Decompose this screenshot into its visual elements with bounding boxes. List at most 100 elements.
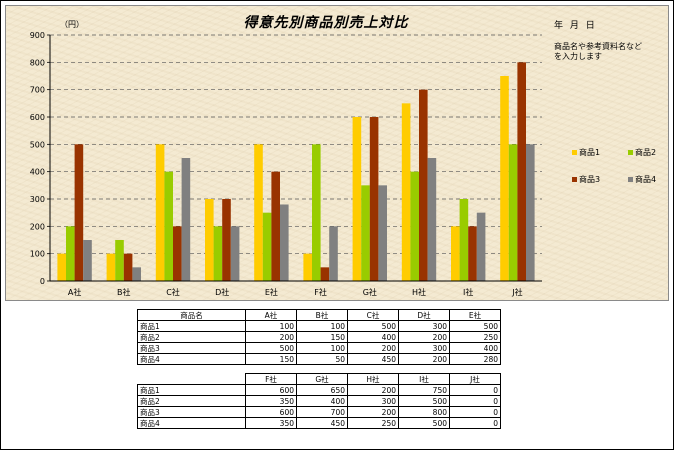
bar-4 [476, 212, 486, 281]
column-header: F社 [245, 373, 297, 385]
x-tick-label: D社 [215, 287, 229, 297]
bar-4 [230, 226, 240, 281]
y-tick-label: 600 [30, 113, 45, 122]
bar-4 [378, 185, 387, 281]
table-cell: 300 [398, 342, 450, 354]
table-cell: 750 [398, 384, 450, 396]
table-cell: 400 [449, 342, 501, 354]
legend-label: 商品1 [579, 147, 600, 157]
bar-1 [451, 226, 460, 281]
column-header: I社 [398, 373, 450, 385]
table-cell: 280 [449, 353, 501, 365]
table-cell: 100 [296, 342, 348, 354]
table-row: 商品3 600 700 200 800 0 [137, 406, 501, 418]
x-tick-label: I社 [463, 287, 473, 297]
bar-1 [106, 253, 116, 281]
bar-1 [500, 76, 509, 281]
table-cell: 200 [398, 353, 450, 365]
chart-area[interactable]: 得意先別商品別売上対比 年 月 日 商品名や参考資料名など を入力します （円）… [5, 5, 669, 301]
bar-4 [181, 158, 191, 281]
table-cell: 650 [296, 384, 348, 396]
chart-title: 得意先別商品別売上対比 [243, 15, 409, 31]
x-tick-label: C社 [166, 287, 180, 297]
table-cell: 400 [347, 331, 399, 343]
table-cell: 0 [449, 395, 501, 407]
bar-1 [303, 253, 312, 281]
bar-4 [83, 240, 92, 281]
x-tick-label: E社 [265, 287, 278, 297]
bar-4 [526, 144, 535, 281]
column-header: J社 [449, 373, 501, 385]
table-header-row: F社 G社 H社 I社 J社 [138, 373, 501, 385]
bar-4 [132, 267, 141, 281]
table-cell: 300 [398, 320, 450, 332]
legend-label: 商品2 [635, 147, 656, 157]
table-cell: 200 [245, 331, 297, 343]
sales-table-part2: F社 G社 H社 I社 J社 商品1 600 650 200 750 0 商品2 [137, 373, 501, 429]
bar-1 [352, 117, 362, 281]
x-tick-label: F社 [314, 287, 327, 297]
table-cell: 150 [245, 353, 297, 365]
y-tick-label: 300 [30, 195, 45, 204]
table-cell: 200 [347, 384, 399, 396]
bar-1 [254, 144, 263, 281]
table-cell: 0 [449, 417, 501, 429]
bar-2 [410, 171, 419, 281]
bar-2 [115, 240, 124, 281]
bar-2 [213, 226, 223, 281]
table-cell: 500 [245, 342, 297, 354]
table-cell: 700 [296, 406, 348, 418]
legend-label: 商品3 [579, 174, 600, 184]
bar-2 [312, 144, 321, 281]
legend-swatch [628, 150, 633, 155]
table-cell: 500 [398, 417, 450, 429]
bar-3 [320, 267, 330, 281]
date-label: 年 月 日 [554, 21, 597, 31]
column-header: D社 [398, 309, 450, 321]
bar-2 [164, 171, 173, 281]
bar-3 [517, 62, 526, 282]
y-axis-label: （円） [60, 20, 84, 29]
data-tables: 商品名 A社 B社 C社 D社 E社 商品1 100 100 500 300 5… [137, 309, 501, 429]
table-row: 商品2 200 150 400 200 250 [137, 331, 501, 343]
legend-swatch [628, 177, 633, 182]
bar-3 [173, 226, 182, 281]
sales-table-part1: 商品名 A社 B社 C社 D社 E社 商品1 100 100 500 300 5… [137, 309, 501, 365]
table-cell: 100 [245, 320, 297, 332]
corner-header: 商品名 [137, 309, 246, 321]
row-label: 商品4 [137, 353, 246, 365]
column-header: A社 [245, 309, 297, 321]
x-tick-label: J社 [511, 287, 522, 297]
bar-2 [66, 226, 75, 281]
table-cell: 350 [245, 395, 297, 407]
bar-3 [468, 226, 477, 281]
bar-3 [271, 171, 280, 281]
row-label: 商品1 [137, 384, 246, 396]
legend-label: 商品4 [635, 174, 656, 184]
table-row: 商品1 100 100 500 300 500 [137, 320, 501, 332]
bar-3 [419, 89, 428, 282]
x-tick-label: H社 [412, 287, 426, 297]
table-cell: 200 [347, 406, 399, 418]
table-cell: 0 [449, 384, 501, 396]
table-header-row: 商品名 A社 B社 C社 D社 E社 [137, 309, 501, 321]
bar-3 [74, 144, 84, 281]
x-tick-label: B社 [117, 287, 131, 297]
table-cell: 150 [296, 331, 348, 343]
y-tick-label: 700 [30, 86, 45, 95]
table-cell: 500 [347, 320, 399, 332]
legend-swatch [572, 150, 577, 155]
bar-2 [361, 185, 370, 281]
table-cell: 500 [449, 320, 501, 332]
y-tick-label: 400 [30, 168, 45, 177]
table-row: 商品4 150 50 450 200 280 [137, 353, 501, 365]
table-row: 商品2 350 400 300 500 0 [137, 395, 501, 407]
table-cell: 450 [347, 353, 399, 365]
blank-corner [138, 374, 246, 385]
table-cell: 600 [245, 384, 297, 396]
table-row: 商品3 500 100 200 300 400 [137, 342, 501, 354]
y-tick-label: 500 [30, 140, 45, 149]
column-header: E社 [449, 309, 501, 321]
y-tick-label: 800 [30, 58, 45, 67]
bar-3 [369, 117, 379, 281]
